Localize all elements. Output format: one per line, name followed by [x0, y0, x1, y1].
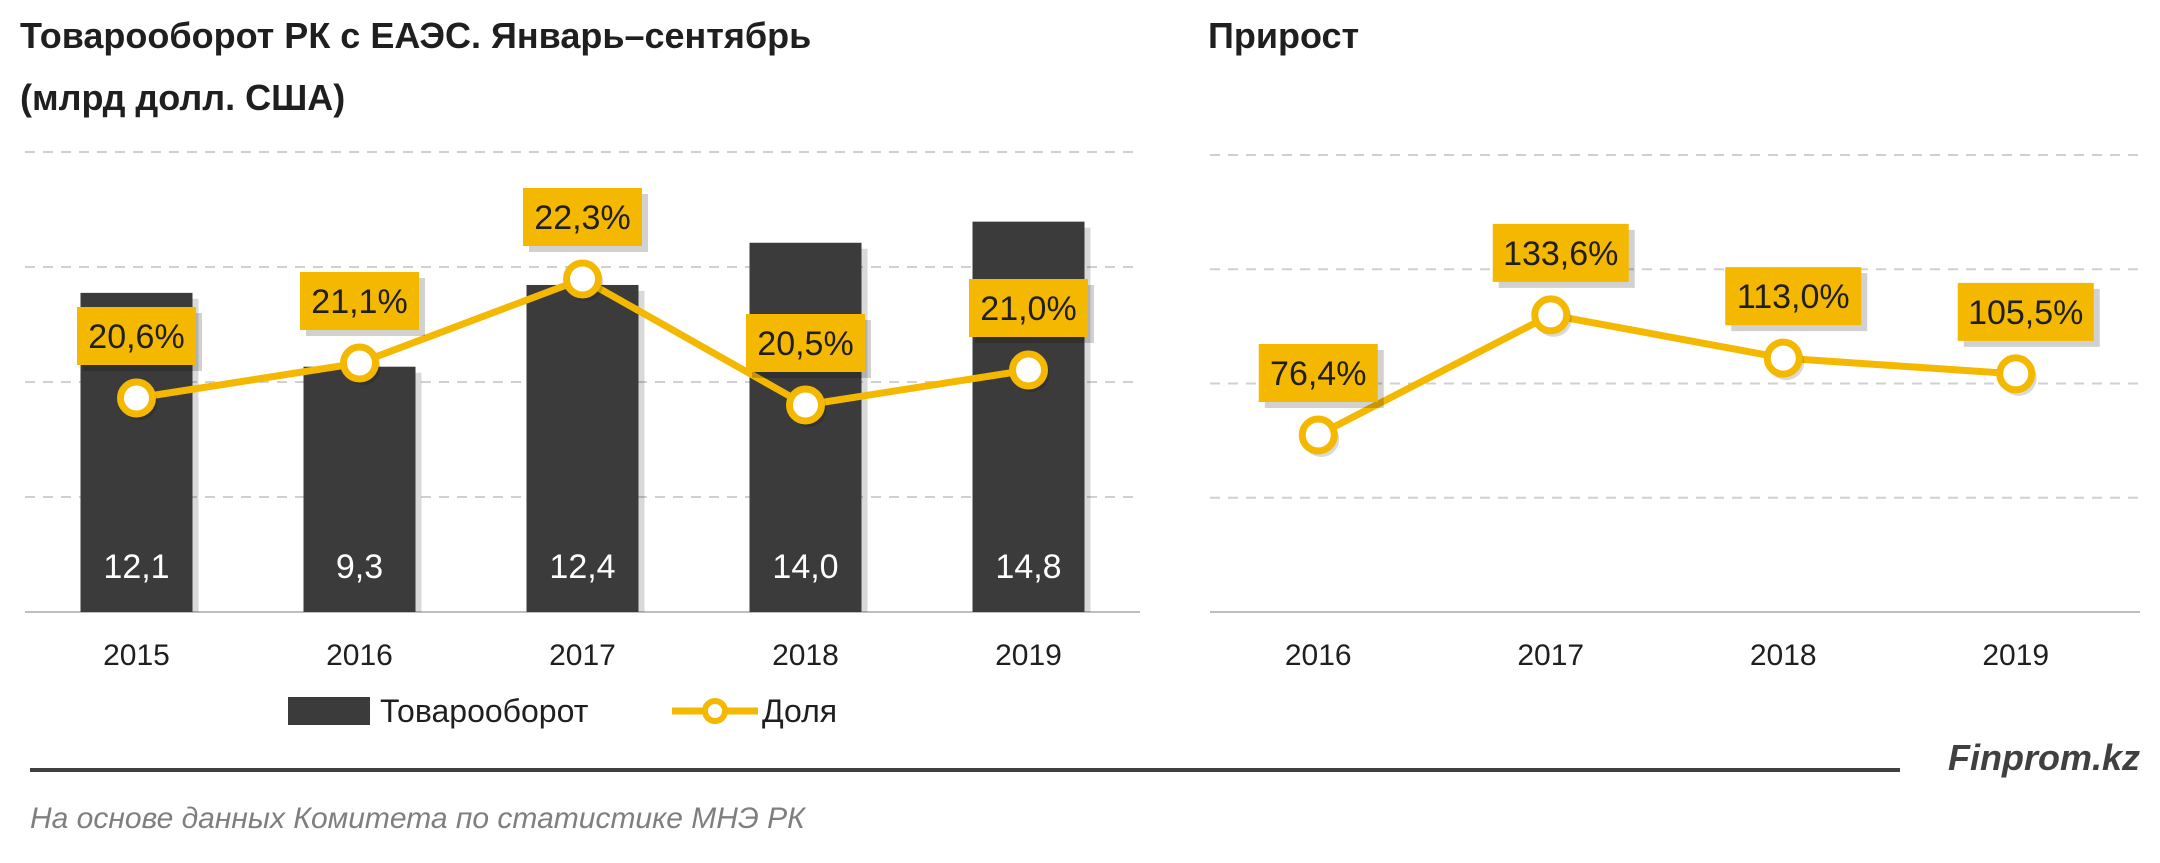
- share-data-label-box: [746, 314, 865, 372]
- growth-data-label-box: [1957, 282, 2094, 341]
- bar-value-label: 14,0: [772, 548, 838, 586]
- share-data-label-box: [969, 279, 1088, 337]
- bar-2016: [303, 366, 416, 612]
- x-tick-label: 2018: [1750, 639, 1817, 672]
- share-point-2016: [340, 343, 379, 383]
- x-tick-label: 2016: [326, 639, 393, 672]
- share-data-label: 21,0%: [980, 290, 1076, 328]
- x-tick-label: 2016: [1285, 639, 1352, 672]
- bar-2018: [749, 242, 862, 612]
- share-data-label: 22,3%: [534, 199, 630, 237]
- share-data-label-box: [77, 307, 196, 365]
- share-data-label: 21,1%: [311, 283, 407, 321]
- bar-value-label: 9,3: [336, 548, 383, 586]
- growth-data-label: 133,6%: [1503, 235, 1618, 273]
- growth-data-label: 76,4%: [1270, 355, 1366, 393]
- x-tick-label: 2019: [1982, 639, 2049, 672]
- bar-value-label: 12,4: [549, 548, 615, 586]
- share-point-2018: [786, 385, 825, 425]
- left-chart-title: Товарооборот РК с ЕАЭС. Январь–сентябрь: [20, 15, 811, 56]
- share-data-label: 20,5%: [757, 325, 853, 363]
- share-data-label-box: [300, 272, 419, 330]
- growth-data-label-box: [1492, 223, 1629, 282]
- bar-value-label: 14,8: [995, 548, 1061, 586]
- legend-line-label: Доля: [762, 693, 837, 729]
- bar-2017: [526, 284, 639, 612]
- share-point-2015: [117, 378, 156, 418]
- growth-data-label: 113,0%: [1737, 278, 1850, 316]
- share-data-label-box: [523, 188, 642, 246]
- brand-logo-text: Finprom.kz: [1948, 737, 2140, 778]
- left-x-axis: 2015 2016 2017 2018 2019: [103, 639, 1062, 672]
- right-x-axis: 2016 2017 2018 2019: [1285, 639, 2049, 672]
- legend-bar-swatch: [288, 697, 370, 725]
- bar-series: 12,1 9,3 12,4 14,0 14,8: [80, 221, 1091, 612]
- growth-point-2018: [1763, 338, 1803, 378]
- share-data-label: 20,6%: [88, 318, 184, 356]
- growth-point-2019: [1996, 354, 2036, 394]
- x-tick-label: 2017: [549, 639, 616, 672]
- growth-point-2017: [1531, 295, 1571, 335]
- share-point-2017: [563, 259, 602, 299]
- x-tick-label: 2019: [995, 639, 1062, 672]
- growth-data-label-box: [1725, 267, 1862, 326]
- legend-bar-label: Товарооборот: [380, 693, 589, 729]
- legend-line-marker: [702, 698, 728, 724]
- growth-data-label-box: [1258, 344, 1378, 402]
- share-point-2019: [1009, 350, 1048, 390]
- growth-line-series: 76,4% 133,6% 113,0% 105,5%: [1258, 223, 2100, 457]
- x-tick-label: 2015: [103, 639, 170, 672]
- growth-point-2016: [1298, 415, 1338, 455]
- x-tick-label: 2018: [772, 639, 839, 672]
- legend: Товарооборот Доля: [288, 693, 837, 729]
- x-tick-label: 2017: [1517, 639, 1584, 672]
- left-chart-subtitle: (млрд долл. США): [20, 77, 345, 118]
- right-chart-title: Прирост: [1208, 15, 1359, 56]
- growth-chart: Прирост 76,4% 133,6% 113,0% 105,5% 2016 2017…: [1208, 15, 2140, 672]
- turnover-chart: Товарооборот РК с ЕАЭС. Январь–сентябрь …: [20, 15, 1140, 672]
- growth-data-label: 105,5%: [1968, 294, 2083, 332]
- right-gridlines: [1210, 154, 2140, 613]
- bar-value-label: 12,1: [103, 548, 169, 586]
- growth-line: [1316, 311, 2016, 439]
- share-line-series: 20,6% 21,1% 22,3% 20,5% 21,0%: [77, 188, 1094, 427]
- source-note: На основе данных Комитета по статистике …: [30, 802, 807, 835]
